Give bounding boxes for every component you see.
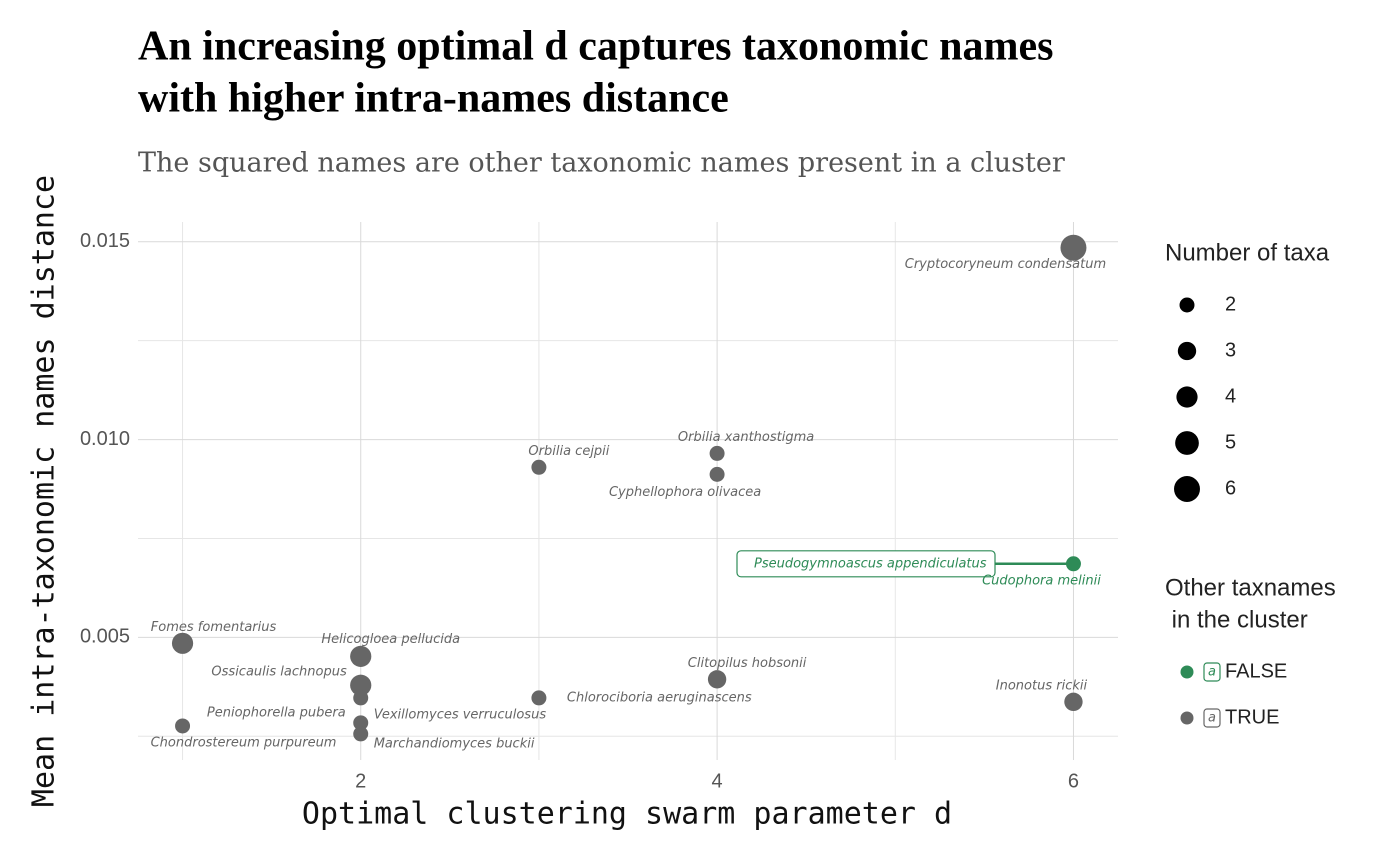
point	[709, 445, 725, 461]
point	[1060, 234, 1087, 261]
chart-title: An increasing optimal d captures taxonom…	[138, 24, 1053, 70]
legend-glyph: a	[1208, 711, 1216, 726]
point-label: Peniophorella pubera	[207, 705, 346, 720]
chart-title: with higher intra-names distance	[138, 76, 729, 122]
y-tick-label: 0.015	[80, 230, 130, 252]
legend-size-key	[1176, 386, 1198, 408]
point	[1064, 692, 1083, 712]
legend-size-key	[1174, 476, 1200, 502]
point-label: Fomes fomentarius	[151, 620, 277, 635]
point-label: Clitopilus hobsonii	[688, 656, 807, 671]
point-label: Orbilia xanthostigma	[678, 430, 814, 445]
point	[709, 466, 725, 482]
legend-glyph-box	[1203, 662, 1221, 682]
point	[171, 632, 194, 654]
point-label: Marchandiomyces buckii	[374, 736, 535, 751]
point-label: Cudophora melinii	[982, 573, 1101, 588]
point-label: Helicogloea pellucida	[321, 632, 460, 647]
x-tick-label: 2	[355, 770, 366, 792]
legend-title: Other taxnames	[1165, 574, 1336, 601]
other-name-label: Pseudogymnoascus appendiculatus	[754, 556, 987, 571]
legend-label: TRUE	[1225, 706, 1279, 728]
point-label: Vexillomyces verruculosus	[374, 707, 547, 722]
legend-glyph-box	[1203, 708, 1221, 728]
legend-size-key	[1177, 341, 1197, 361]
x-axis-title: Optimal clustering swarm parameter d	[302, 797, 952, 832]
legend-label: 4	[1225, 385, 1236, 407]
point-label: Inonotus rickii	[996, 678, 1088, 693]
legend-size-key	[1179, 297, 1195, 313]
point-label: Cryptocoryneum condensatum	[905, 257, 1106, 272]
point	[175, 718, 191, 734]
point	[350, 674, 372, 696]
point-label: Chondrostereum purpureum	[151, 735, 337, 750]
legend-glyph: a	[1208, 665, 1216, 680]
legend-label: FALSE	[1225, 660, 1287, 682]
legend-title: in the cluster	[1165, 606, 1308, 633]
x-tick-label: 6	[1068, 770, 1079, 792]
point-label: Orbilia cejpii	[528, 444, 609, 459]
point	[350, 645, 372, 667]
point	[1065, 556, 1081, 572]
y-tick-label: 0.010	[80, 428, 130, 450]
point	[707, 670, 727, 689]
legend-label: 5	[1225, 431, 1236, 453]
other-name-box	[736, 550, 996, 578]
point	[531, 459, 547, 475]
point-label: Cyphellophora olivacea	[609, 485, 761, 500]
legend-title: Number of taxa	[1165, 239, 1330, 266]
legend-color-key	[1180, 711, 1194, 725]
point	[353, 715, 369, 731]
legend-label: 3	[1225, 339, 1236, 361]
point-label: Ossicaulis lachnopus	[211, 665, 347, 680]
point	[353, 726, 369, 742]
point-label: Chlorociboria aeruginascens	[567, 690, 752, 705]
x-tick-label: 4	[712, 770, 723, 792]
point	[531, 690, 547, 706]
chart-subtitle: The squared names are other taxonomic na…	[138, 148, 1065, 179]
legend-color-key	[1180, 665, 1194, 679]
legend-label: 2	[1225, 293, 1236, 315]
point	[353, 690, 369, 706]
legend-label: 6	[1225, 477, 1236, 499]
y-axis-title: Mean intra-taxonomic names distance	[27, 175, 62, 807]
legend-size-key	[1175, 431, 1199, 455]
y-tick-label: 0.005	[80, 626, 130, 648]
